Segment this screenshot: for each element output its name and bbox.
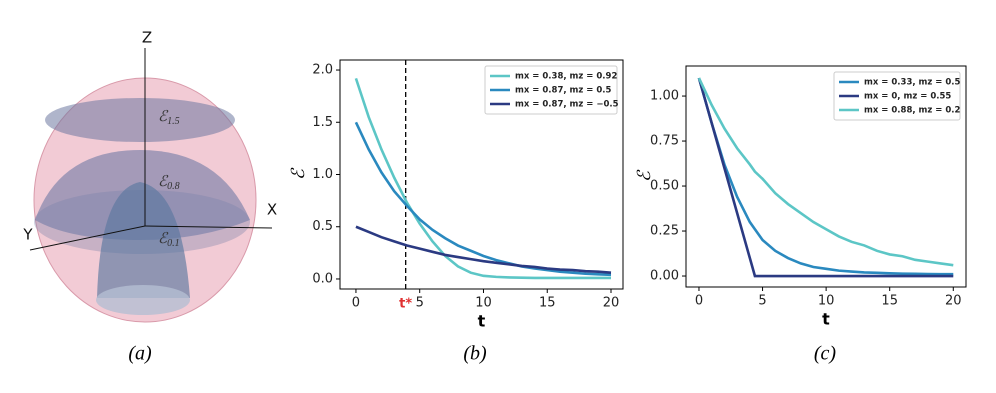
x-tick-label: 0 [352, 296, 360, 311]
series-line [355, 225, 612, 274]
legend-label: mx = 0.87, mz = −0.5 [515, 100, 619, 110]
y-tick-label: 1.0 [312, 167, 333, 182]
legend-label: mx = 0.88, mz = 0.2 [864, 106, 961, 116]
plot-frame [685, 65, 967, 288]
x-tick-label: 5 [416, 296, 424, 311]
y-tick-label: 0.50 [650, 179, 679, 194]
x-label: X [267, 201, 277, 219]
series-line [697, 77, 954, 278]
x-axis-label: t [478, 312, 486, 331]
y-axis [29, 225, 146, 251]
legend-label: mx = 0.33, mz = 0.5 [864, 78, 961, 88]
slice [45, 98, 235, 142]
y-tick-label: 0.0 [312, 271, 333, 286]
x-tick-label: 15 [881, 294, 898, 309]
x-tick-label: 10 [818, 294, 835, 309]
level-label: ℰ0.1 [158, 231, 180, 249]
series-line [354, 121, 612, 277]
x-tick-label: 10 [475, 296, 492, 311]
legend-label: mx = 0.38, mz = 0.92 [515, 72, 617, 82]
y-tick-label: 1.5 [312, 115, 333, 130]
y-tick-label: 0.25 [650, 224, 679, 239]
annotation-label: t* [399, 297, 412, 312]
y-axis-label: ℰ [634, 169, 654, 182]
y-axis-label: ℰ [288, 167, 308, 180]
y-tick-label: 1.00 [650, 89, 679, 104]
y-tick-label: 0.5 [312, 219, 333, 234]
level-label: ℰ0.8 [158, 174, 180, 192]
cone-base [96, 285, 190, 315]
x-axis-label: t [822, 310, 830, 329]
x-tick-label: 20 [603, 296, 620, 311]
level-label: ℰ1.5 [158, 109, 180, 127]
y-tick-label: 0.75 [650, 134, 679, 149]
y-label: Y [22, 226, 33, 244]
legend-label: mx = 0.87, mz = 0.5 [515, 86, 612, 96]
x-tick-label: 15 [539, 296, 556, 311]
series-line [697, 77, 954, 276]
sphere-diagram: Z X Y ℰ1.5 ℰ0.8 ℰ0.1 (a) [22, 29, 277, 365]
legend-label: mx = 0, mz = 0.55 [864, 92, 951, 102]
x-tick-label: 5 [758, 294, 766, 309]
y-tick-label: 0.00 [650, 269, 679, 284]
y-tick-label: 2.0 [312, 63, 333, 78]
x-tick-label: 20 [945, 294, 962, 309]
legend-box [833, 71, 961, 121]
x-tick-label: 0 [695, 294, 703, 309]
caption: (b) [463, 343, 487, 365]
plot-frame [339, 59, 624, 290]
series-line [697, 77, 954, 267]
series-line [354, 77, 612, 280]
cone [97, 182, 190, 298]
x-axis [144, 225, 273, 229]
z-label: Z [142, 29, 152, 47]
caption: (c) [814, 343, 837, 365]
caption: (a) [128, 343, 152, 365]
legend-box [484, 65, 618, 115]
